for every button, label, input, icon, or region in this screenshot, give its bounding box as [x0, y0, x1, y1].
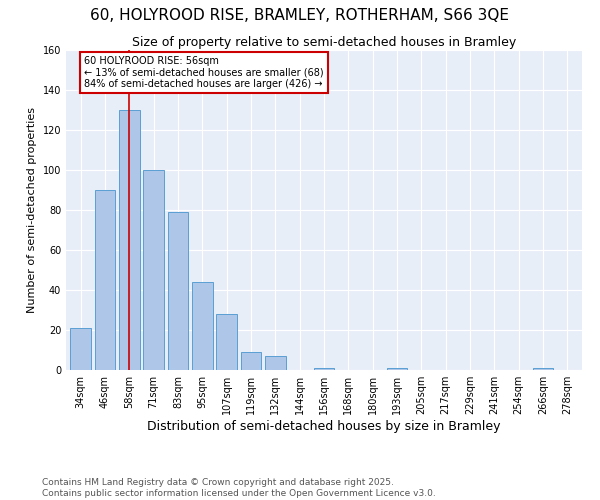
Bar [533, 368, 553, 370]
Bar [192, 282, 212, 370]
Bar [167, 212, 188, 370]
Bar [241, 352, 262, 370]
Bar [386, 368, 407, 370]
X-axis label: Distribution of semi-detached houses by size in Bramley: Distribution of semi-detached houses by … [147, 420, 501, 433]
Text: 60 HOLYROOD RISE: 56sqm
← 13% of semi-detached houses are smaller (68)
84% of se: 60 HOLYROOD RISE: 56sqm ← 13% of semi-de… [84, 56, 324, 89]
Text: 60, HOLYROOD RISE, BRAMLEY, ROTHERHAM, S66 3QE: 60, HOLYROOD RISE, BRAMLEY, ROTHERHAM, S… [91, 8, 509, 22]
Bar [216, 314, 237, 370]
Y-axis label: Number of semi-detached properties: Number of semi-detached properties [27, 107, 37, 313]
Title: Size of property relative to semi-detached houses in Bramley: Size of property relative to semi-detach… [132, 36, 516, 49]
Bar [314, 368, 334, 370]
Bar [95, 190, 115, 370]
Bar [265, 356, 286, 370]
Text: Contains HM Land Registry data © Crown copyright and database right 2025.
Contai: Contains HM Land Registry data © Crown c… [42, 478, 436, 498]
Bar [119, 110, 140, 370]
Bar [143, 170, 164, 370]
Bar [70, 328, 91, 370]
